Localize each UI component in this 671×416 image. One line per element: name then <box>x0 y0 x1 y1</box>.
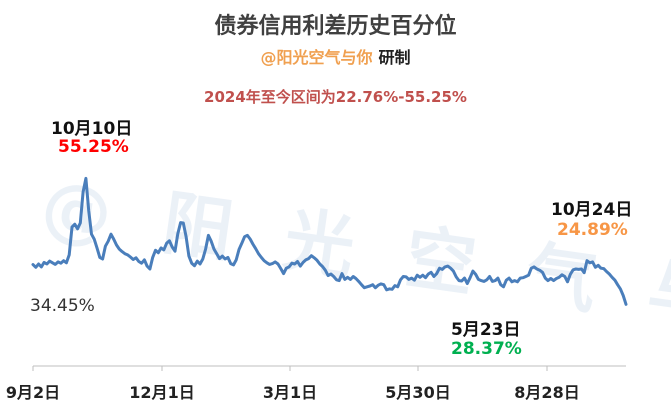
max-date-label: 10月10日 <box>51 119 133 139</box>
start-value-label: 34.45% <box>30 296 95 316</box>
x-tick-label: 9月2日 <box>6 383 60 402</box>
max-value-label: 55.25% <box>58 137 129 157</box>
x-tick-label: 3月1日 <box>263 383 317 402</box>
x-tick-label: 12月1日 <box>129 383 194 402</box>
x-axis <box>32 365 626 371</box>
range-note: 2024年至今区间为22.76%-55.25% <box>204 88 467 106</box>
x-tick-label: 5月30日 <box>385 383 450 402</box>
x-tick-labels: 9月2日 12月1日 3月1日 5月30日 8月28日 <box>6 383 580 402</box>
end-date-label: 10月24日 <box>551 200 633 220</box>
min-value-label: 28.37% <box>451 339 522 359</box>
min-date-label: 5月23日 <box>451 320 521 340</box>
chart-title: 债券信用利差历史百分位 <box>214 14 457 39</box>
end-value-label: 24.89% <box>557 220 628 240</box>
x-tick-label: 8月28日 <box>514 383 579 402</box>
brand-handle: @阳光空气与你 <box>260 48 373 67</box>
brand-suffix: 研制 <box>378 48 411 67</box>
chart-subtitle: @阳光空气与你 研制 <box>0 44 671 68</box>
series-line <box>31 176 628 306</box>
